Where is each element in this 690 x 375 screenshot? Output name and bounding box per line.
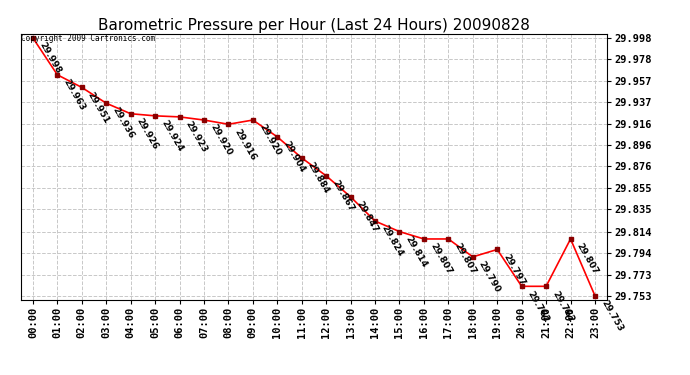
Title: Barometric Pressure per Hour (Last 24 Hours) 20090828: Barometric Pressure per Hour (Last 24 Ho… (98, 18, 530, 33)
Text: 29.920: 29.920 (257, 123, 282, 158)
Text: 29.797: 29.797 (502, 252, 526, 287)
Text: 29.916: 29.916 (233, 127, 258, 162)
Text: 29.762: 29.762 (550, 289, 575, 324)
Text: 29.847: 29.847 (355, 200, 380, 234)
Text: Copyright 2009 Cartronics.com: Copyright 2009 Cartronics.com (21, 34, 155, 43)
Text: 29.998: 29.998 (37, 41, 62, 75)
Text: 29.807: 29.807 (575, 242, 600, 276)
Text: 29.926: 29.926 (135, 117, 160, 151)
Text: 29.884: 29.884 (306, 161, 331, 195)
Text: 29.923: 29.923 (184, 120, 209, 154)
Text: 29.814: 29.814 (404, 234, 429, 269)
Text: 29.904: 29.904 (282, 140, 306, 174)
Text: 29.753: 29.753 (599, 298, 624, 333)
Text: 29.867: 29.867 (331, 178, 355, 213)
Text: 29.824: 29.824 (380, 224, 404, 258)
Text: 29.807: 29.807 (428, 242, 453, 276)
Text: 29.936: 29.936 (110, 106, 136, 141)
Text: 29.924: 29.924 (159, 118, 184, 153)
Text: 29.951: 29.951 (86, 90, 111, 125)
Text: 29.807: 29.807 (453, 242, 477, 276)
Text: 29.762: 29.762 (526, 289, 551, 324)
Text: 29.920: 29.920 (208, 123, 233, 158)
Text: 29.790: 29.790 (477, 260, 502, 294)
Text: 29.963: 29.963 (61, 78, 87, 112)
